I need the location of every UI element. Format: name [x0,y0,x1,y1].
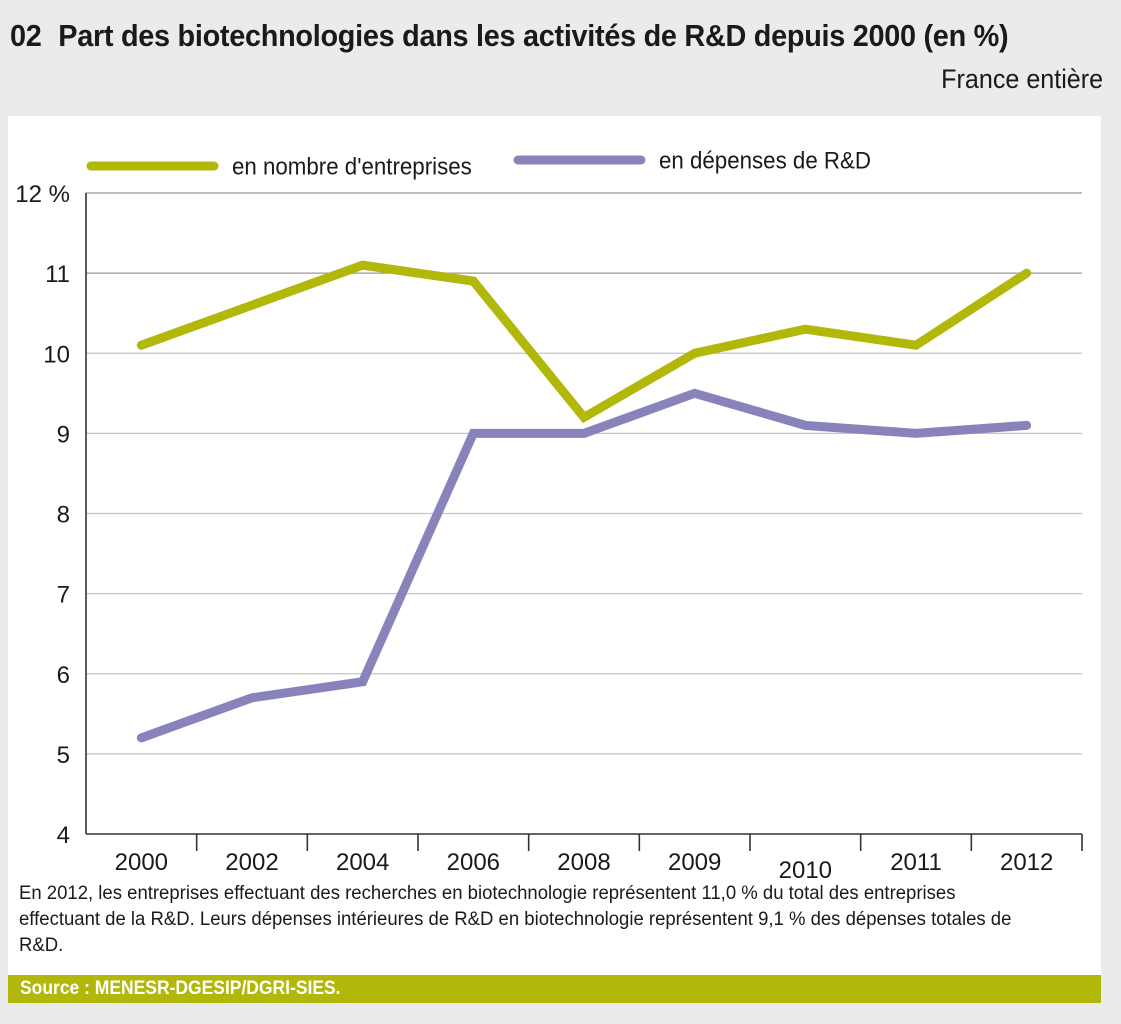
x-tick-label: 2002 [225,849,278,876]
y-tick-label: 8 [57,502,70,529]
axes [85,193,1082,835]
y-tick-label: 4 [57,822,70,849]
legend-label-entreprises: en nombre d'entreprises [232,153,472,180]
chart-note: En 2012, les entreprises effectuant des … [19,882,1012,956]
x-tick-label: 2010 [779,857,832,884]
chart-subtitle: France entière [941,64,1103,94]
y-axis-ticks: 4 5 6 7 8 9 10 11 12 % [15,181,70,849]
y-tick-label: 7 [57,582,70,609]
legend: en nombre d'entreprises en dépenses de R… [86,147,871,180]
title-text: Part des biotechnologies dans les activi… [58,18,1009,53]
series-line-depenses [136,388,1032,743]
legend-label-depenses: en dépenses de R&D [659,147,871,174]
y-tick-label: 5 [57,742,70,769]
gridlines [86,192,1082,755]
x-tick-label: 2000 [115,849,168,876]
y-tick-label: 6 [57,662,70,689]
series-line-entreprises [136,260,1032,424]
chart-panel [8,116,1101,1003]
y-tick-label: 12 % [15,181,70,208]
source-text: Source : MENESR-DGESIP/DGRI-SIES. [20,978,341,999]
x-tick-label: 2012 [1000,849,1053,876]
x-axis-ticks: 2000 2002 2004 2006 2008 2009 2010 2011 2012 [115,834,1083,884]
x-tick-label: 2004 [336,849,389,876]
series-lines [136,260,1032,743]
x-tick-label: 2011 [890,849,942,876]
x-tick-label: 2009 [668,849,721,876]
y-tick-label: 9 [57,421,70,448]
y-tick-label: 11 [45,261,70,288]
x-tick-label: 2008 [557,849,610,876]
x-tick-label: 2006 [447,849,500,876]
chart-title: 02 Part des biotechnologies dans les acti… [10,18,1026,54]
source-bar: Source : MENESR-DGESIP/DGRI-SIES. [8,975,1101,1003]
y-tick-label: 10 [43,341,70,368]
figure-number: 02 [10,18,42,53]
